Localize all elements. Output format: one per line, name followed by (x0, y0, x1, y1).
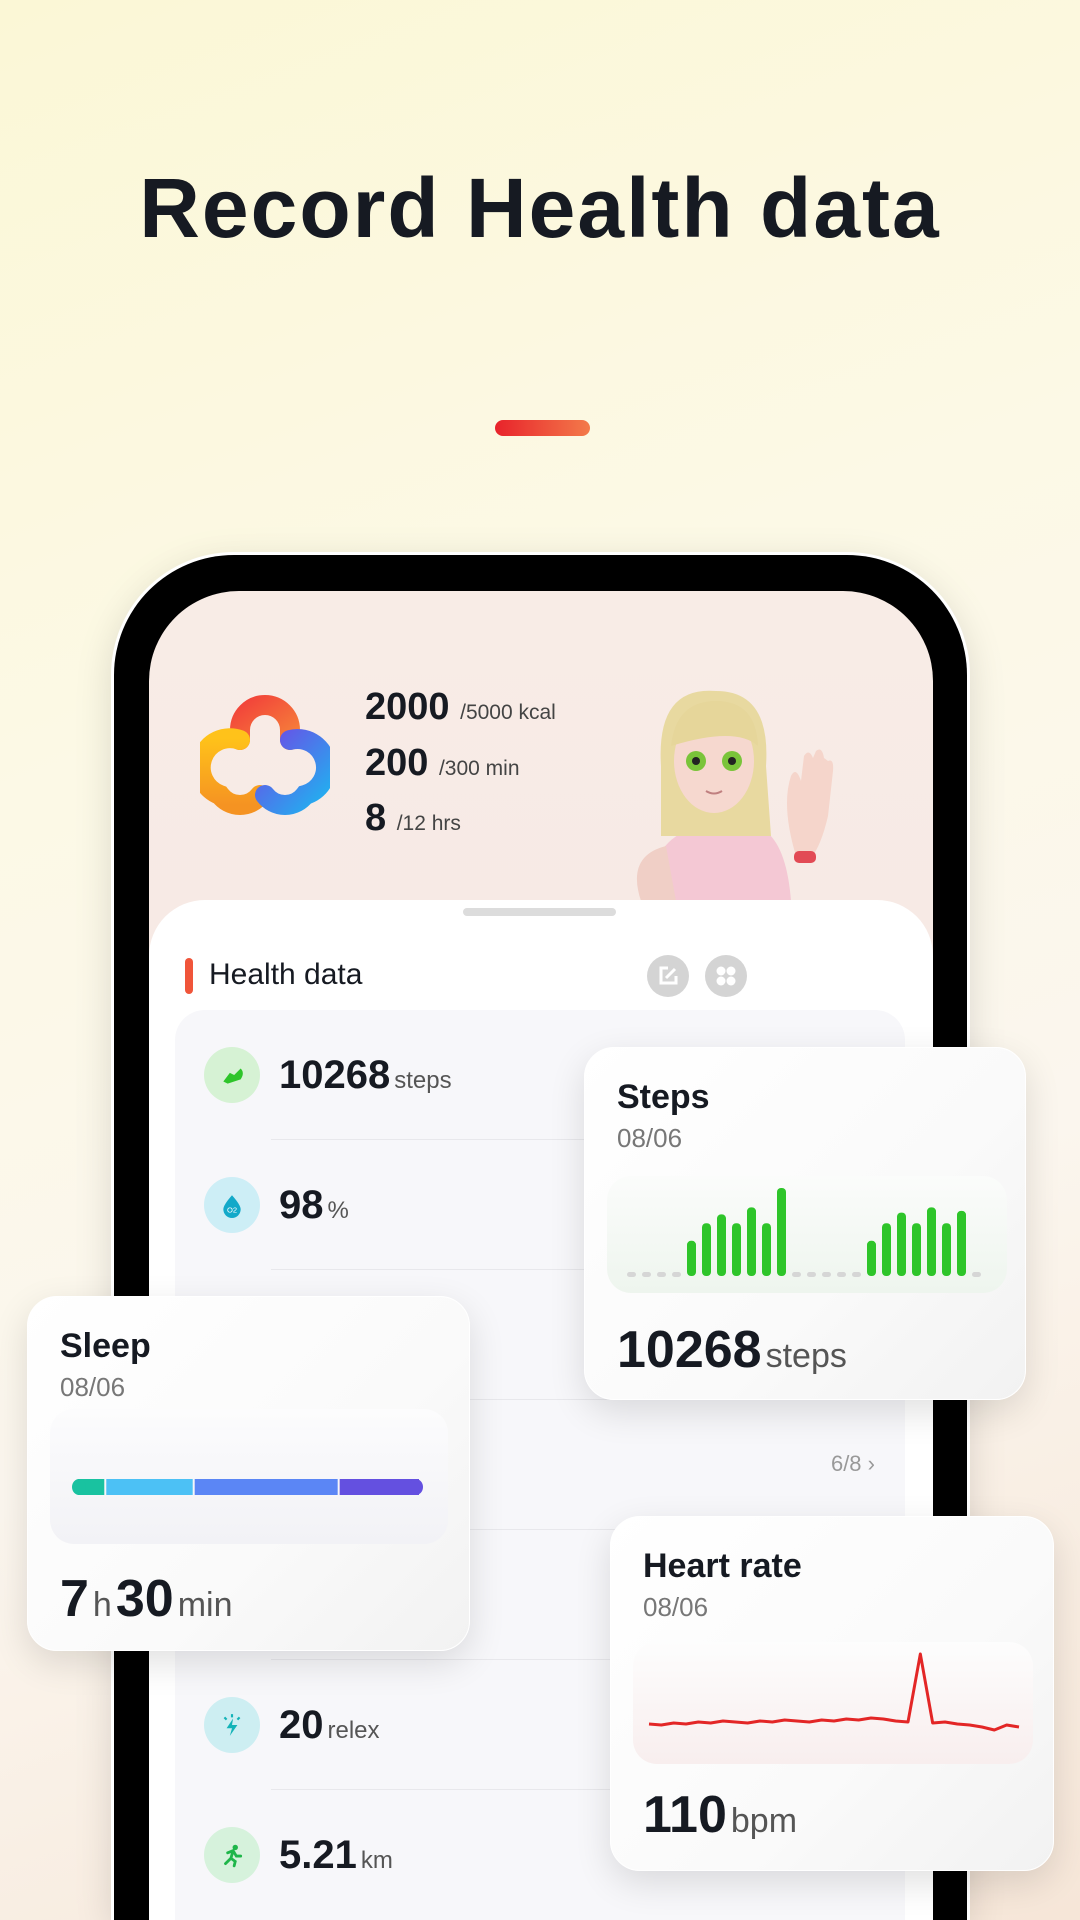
section-title: Health data (209, 958, 363, 991)
list-item[interactable]: 10268 steps (175, 1010, 905, 1140)
list-item[interactable]: 6/8 › (175, 1400, 905, 1530)
steps-empty-mark (837, 1272, 846, 1277)
app-logo-icon (200, 695, 330, 815)
shoe-icon (204, 1047, 260, 1103)
steps-bar (897, 1212, 906, 1276)
headline: Record Health data (139, 161, 941, 255)
steps-bar (927, 1207, 936, 1276)
sleep-start-cap (72, 1479, 86, 1495)
svg-text:O2: O2 (227, 1206, 237, 1215)
list-item[interactable] (175, 1270, 905, 1400)
steps-empty-mark (807, 1272, 816, 1277)
drag-handle[interactable] (463, 908, 616, 916)
edit-button[interactable] (647, 955, 689, 997)
heart-rate-chart (633, 1642, 1033, 1764)
steps-card[interactable]: Steps 08/06 10268 steps (584, 1047, 1026, 1400)
page-indicator (495, 420, 590, 436)
card-date: 08/06 (617, 1123, 683, 1153)
steps-bar (762, 1223, 771, 1276)
list-item[interactable]: 20 relex (175, 1660, 905, 1790)
steps-chart (607, 1176, 1007, 1293)
heart-rate-line (648, 1652, 1020, 1732)
steps-bar (732, 1223, 741, 1276)
list-item[interactable] (175, 1530, 905, 1660)
card-title: Steps (617, 1078, 710, 1116)
card-date: 08/06 (60, 1372, 126, 1402)
steps-empty-mark (852, 1272, 861, 1277)
card-title: Heart rate (643, 1547, 802, 1585)
metric-value: 98% (279, 1183, 349, 1227)
metric-value: 10268 steps (279, 1053, 452, 1097)
sleep-chart (50, 1409, 448, 1544)
steps-bar (687, 1240, 696, 1276)
stand-stat: 8 /12 hrs (365, 797, 461, 839)
metric-value: 20 relex (279, 1703, 380, 1747)
divider (271, 1399, 905, 1400)
steps-total: 10268 steps (617, 1321, 847, 1379)
steps-empty-mark (627, 1272, 636, 1277)
edit-icon (659, 966, 678, 985)
card-title: Sleep (60, 1327, 151, 1365)
steps-bar (747, 1207, 756, 1276)
steps-bar (912, 1223, 921, 1276)
steps-bar (957, 1210, 966, 1276)
steps-bar (882, 1223, 891, 1276)
steps-empty-mark (642, 1272, 651, 1277)
grid-button[interactable] (705, 955, 747, 997)
activity-stat: 200 /300 min (365, 742, 520, 784)
steps-empty-mark (657, 1272, 666, 1277)
stress-bolt-icon (204, 1697, 260, 1753)
sleep-end-cap (409, 1479, 423, 1495)
steps-bar (717, 1214, 726, 1276)
steps-empty-mark (822, 1272, 831, 1277)
grid-icon (716, 966, 736, 986)
page-link[interactable]: 6/8 › (830, 1451, 875, 1476)
running-icon (204, 1827, 260, 1883)
steps-bar (942, 1223, 951, 1276)
calories-stat: 2000 /5000 kcal (365, 686, 556, 728)
oxygen-drop-icon: O2 (204, 1177, 260, 1233)
sleep-stage-segment (194, 1479, 338, 1495)
divider (271, 1659, 905, 1660)
steps-bar (702, 1223, 711, 1276)
steps-empty-mark (792, 1272, 801, 1277)
chevron-right-icon: › (867, 1451, 875, 1476)
steps-bar (867, 1240, 876, 1276)
sleep-card[interactable]: Sleep 08/06 7 h30 min (27, 1296, 470, 1651)
sleep-stage-segment (106, 1479, 193, 1495)
steps-empty-mark (972, 1272, 981, 1277)
steps-bar (777, 1188, 786, 1276)
metric-value: 5.21 km (279, 1833, 393, 1877)
heart-rate-value: 110 bpm (643, 1786, 798, 1844)
heart-rate-card[interactable]: Heart rate 08/06 110 bpm (610, 1516, 1054, 1871)
divider (271, 1789, 905, 1790)
divider (271, 1529, 905, 1530)
section-marker (185, 958, 193, 994)
sleep-stage-segment (339, 1479, 419, 1495)
steps-empty-mark (672, 1272, 681, 1277)
list-item[interactable]: O2 98% (175, 1140, 905, 1270)
card-date: 08/06 (643, 1592, 709, 1622)
sleep-duration: 7 h30 min (60, 1570, 233, 1628)
avatar-character (636, 690, 834, 901)
